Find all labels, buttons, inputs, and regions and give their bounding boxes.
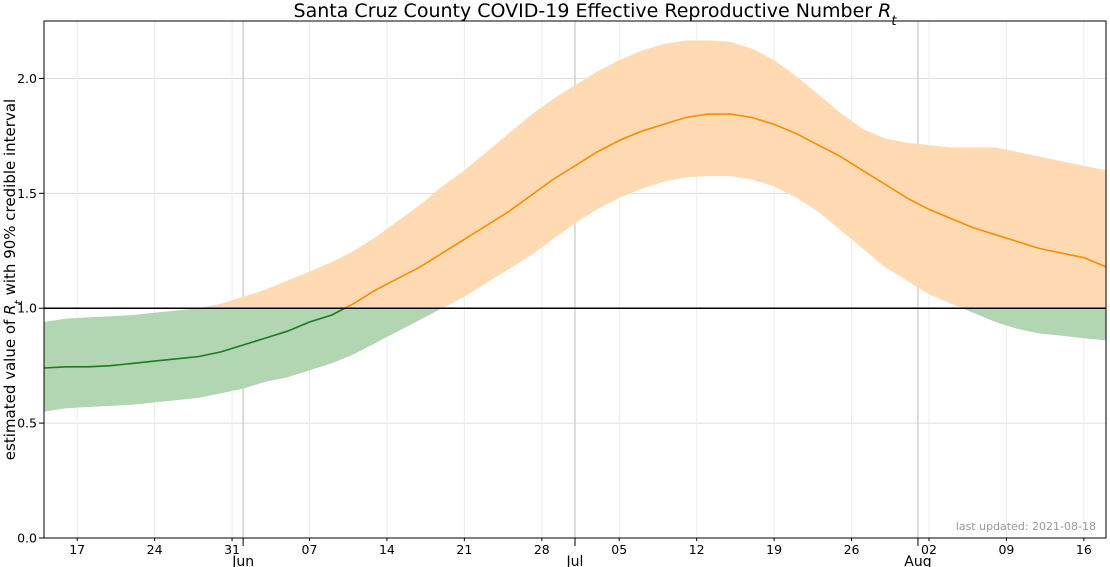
- x-minor-tick-label: 05: [611, 542, 627, 557]
- x-minor-tick-label: 14: [379, 542, 395, 557]
- credible-interval-bands: [44, 40, 1106, 412]
- x-minor-tick-label: 28: [534, 542, 550, 557]
- x-minor-tick-label: 21: [456, 542, 472, 557]
- x-major-tick-label: Aug: [904, 554, 931, 567]
- rt-line-below: [44, 308, 347, 369]
- last-updated-note: last updated: 2021-08-18: [956, 520, 1096, 533]
- y-tick-label: 0.0: [17, 531, 37, 546]
- x-minor-tick-label: 09: [998, 542, 1014, 557]
- y-tick-label: 1.0: [17, 301, 37, 316]
- x-minor-tick-label: 12: [689, 542, 705, 557]
- x-minor-tick-label: 31: [224, 542, 240, 557]
- y-axis-label: estimated value of Rt with 90% credible …: [1, 99, 25, 460]
- band-above-threshold: [198, 40, 1106, 309]
- x-minor-tick-label: 17: [69, 542, 85, 557]
- chart-title: Santa Cruz County COVID-19 Effective Rep…: [294, 0, 898, 29]
- axes: [39, 20, 1107, 546]
- x-major-tick-label: Jul: [566, 554, 584, 567]
- x-minor-tick-label: 07: [302, 542, 318, 557]
- y-tick-label: 2.0: [17, 71, 37, 86]
- x-minor-tick-label: 26: [844, 542, 860, 557]
- rt-line-above: [343, 113, 1106, 309]
- x-minor-tick-label: 16: [1076, 542, 1092, 557]
- tick-labels: 0.0 0.5 1.0 1.5 2.0 17 24 31 07 14 21 28 05 12 19 26 02 0…: [17, 71, 1092, 567]
- y-tick-label: 0.5: [17, 416, 37, 431]
- x-major-tick-label: Jun: [231, 554, 254, 567]
- rt-line: [44, 113, 1106, 369]
- band-below-threshold: [44, 308, 1106, 412]
- x-minor-tick-label: 02: [921, 542, 937, 557]
- x-minor-tick-label: 24: [147, 542, 163, 557]
- x-minor-tick-label: 19: [766, 542, 782, 557]
- y-tick-label: 1.5: [17, 186, 37, 201]
